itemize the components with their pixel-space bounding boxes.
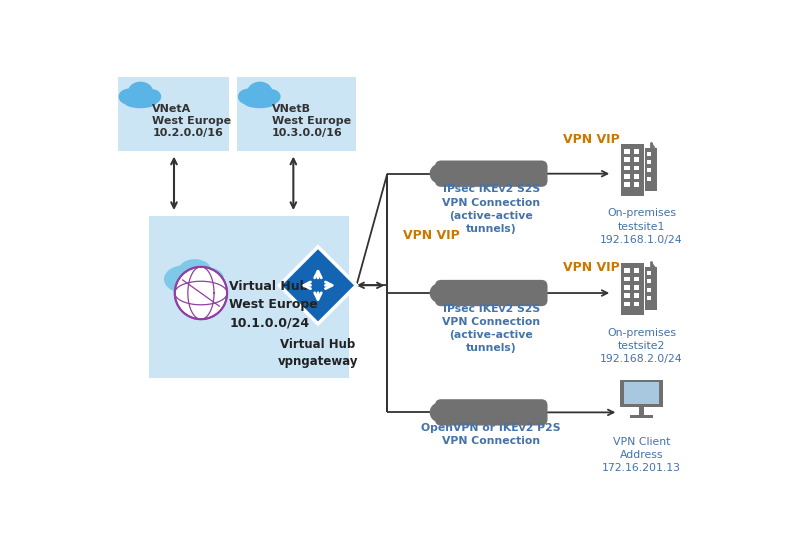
Text: Virtual Hub
West Europe
10.1.0.0/24: Virtual Hub West Europe 10.1.0.0/24 — [229, 280, 318, 329]
FancyBboxPatch shape — [435, 160, 547, 187]
FancyBboxPatch shape — [633, 149, 638, 154]
Ellipse shape — [143, 89, 161, 104]
FancyBboxPatch shape — [624, 166, 629, 170]
Ellipse shape — [261, 89, 280, 104]
FancyBboxPatch shape — [633, 157, 638, 162]
FancyBboxPatch shape — [633, 277, 638, 281]
FancyBboxPatch shape — [633, 268, 638, 273]
FancyBboxPatch shape — [619, 380, 662, 407]
Text: Virtual Hub
vpngateway: Virtual Hub vpngateway — [277, 338, 358, 368]
Ellipse shape — [243, 97, 276, 108]
FancyBboxPatch shape — [646, 288, 650, 292]
FancyBboxPatch shape — [633, 302, 638, 306]
Ellipse shape — [237, 88, 258, 105]
FancyBboxPatch shape — [435, 399, 547, 425]
Text: VNetA
West Europe
10.2.0.0/16: VNetA West Europe 10.2.0.0/16 — [152, 104, 231, 138]
Circle shape — [429, 283, 449, 303]
FancyBboxPatch shape — [624, 277, 629, 281]
Text: VPN VIP: VPN VIP — [402, 229, 459, 242]
FancyBboxPatch shape — [237, 77, 356, 150]
Circle shape — [429, 402, 449, 422]
FancyBboxPatch shape — [633, 166, 638, 170]
Polygon shape — [650, 142, 654, 148]
FancyBboxPatch shape — [633, 293, 638, 298]
Circle shape — [429, 164, 449, 184]
Circle shape — [175, 267, 227, 319]
Ellipse shape — [119, 88, 140, 105]
Text: On-premises
testsite2
192.168.2.0/24: On-premises testsite2 192.168.2.0/24 — [599, 328, 682, 364]
FancyBboxPatch shape — [624, 285, 629, 290]
Text: IPsec IKEv2 S2S
VPN Connection
(active-active
tunnels): IPsec IKEv2 S2S VPN Connection (active-a… — [442, 184, 540, 234]
FancyBboxPatch shape — [623, 382, 658, 404]
FancyBboxPatch shape — [624, 157, 629, 162]
FancyBboxPatch shape — [624, 268, 629, 273]
FancyBboxPatch shape — [646, 279, 650, 283]
Text: OpenVPN or IKEv2 P2S
VPN Connection: OpenVPN or IKEv2 P2S VPN Connection — [421, 423, 561, 446]
FancyBboxPatch shape — [629, 414, 653, 418]
Ellipse shape — [247, 82, 272, 103]
FancyBboxPatch shape — [646, 152, 650, 156]
FancyBboxPatch shape — [624, 293, 629, 298]
FancyBboxPatch shape — [646, 160, 650, 164]
FancyBboxPatch shape — [624, 149, 629, 154]
FancyBboxPatch shape — [624, 174, 629, 179]
Polygon shape — [279, 247, 356, 324]
Text: VNetB
West Europe
10.3.0.0/16: VNetB West Europe 10.3.0.0/16 — [271, 104, 350, 138]
FancyBboxPatch shape — [638, 407, 643, 414]
FancyBboxPatch shape — [621, 144, 643, 196]
FancyBboxPatch shape — [646, 296, 650, 300]
Text: IPsec IKEv2 S2S
VPN Connection
(active-active
tunnels): IPsec IKEv2 S2S VPN Connection (active-a… — [442, 304, 540, 354]
FancyBboxPatch shape — [645, 148, 656, 191]
FancyBboxPatch shape — [633, 285, 638, 290]
Text: VPN Client
Address
172.16.201.13: VPN Client Address 172.16.201.13 — [602, 437, 680, 473]
FancyBboxPatch shape — [633, 174, 638, 179]
FancyBboxPatch shape — [621, 263, 643, 315]
FancyBboxPatch shape — [118, 77, 229, 150]
FancyBboxPatch shape — [646, 271, 650, 275]
FancyBboxPatch shape — [624, 182, 629, 187]
Text: On-premises
testsite1
192.168.1.0/24: On-premises testsite1 192.168.1.0/24 — [599, 208, 682, 245]
FancyBboxPatch shape — [148, 216, 348, 378]
Ellipse shape — [177, 259, 212, 284]
Text: VPN VIP: VPN VIP — [562, 261, 619, 274]
FancyBboxPatch shape — [633, 182, 638, 187]
FancyBboxPatch shape — [646, 168, 650, 172]
Ellipse shape — [164, 265, 204, 293]
Text: VPN VIP: VPN VIP — [562, 132, 619, 145]
FancyBboxPatch shape — [624, 302, 629, 306]
Ellipse shape — [128, 82, 153, 103]
Ellipse shape — [124, 97, 156, 108]
FancyBboxPatch shape — [645, 267, 656, 310]
FancyBboxPatch shape — [646, 177, 650, 181]
Ellipse shape — [193, 267, 224, 291]
Polygon shape — [650, 261, 654, 267]
FancyBboxPatch shape — [435, 280, 547, 306]
